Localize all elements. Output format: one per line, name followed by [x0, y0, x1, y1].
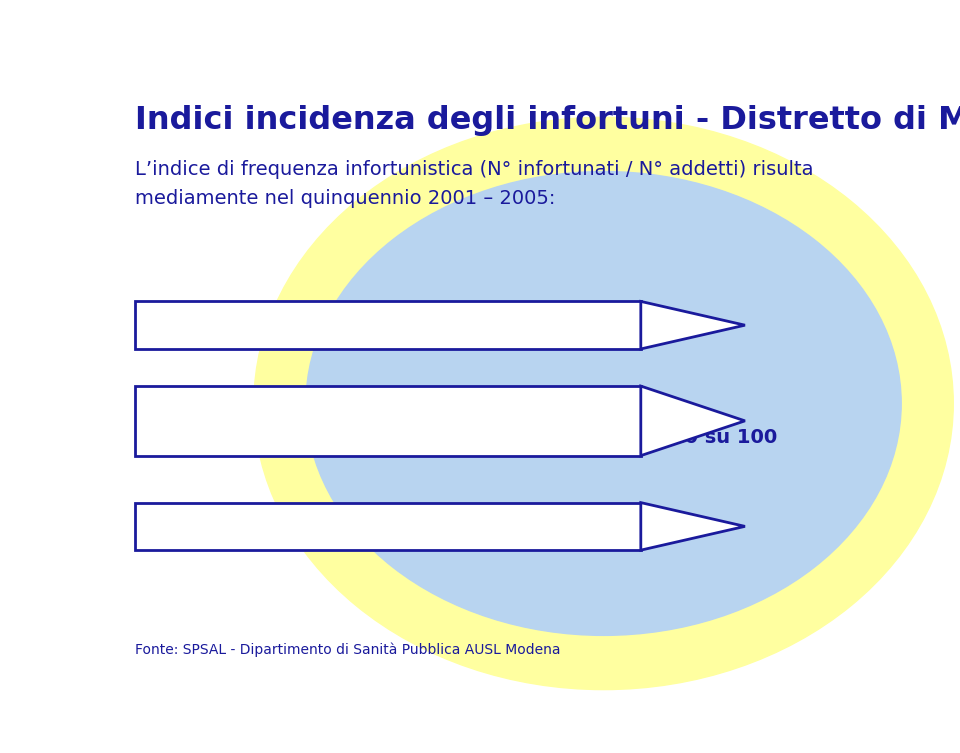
- Text: 5 su 100: 5 su 100: [522, 316, 614, 334]
- Text: Fonte: SPSAL - Dipartimento di Sanità Pubblica AUSL Modena: Fonte: SPSAL - Dipartimento di Sanità Pu…: [134, 643, 561, 657]
- Polygon shape: [134, 502, 641, 550]
- Text: mediamente nel quinquennio 2001 – 2005:: mediamente nel quinquennio 2001 – 2005:: [134, 189, 555, 208]
- Text: tutte le attività: tutte le attività: [188, 316, 358, 334]
- Text: 17 su 100: 17 su 100: [518, 517, 624, 536]
- Text: Indici incidenza degli infortuni - Distretto di Modena: Indici incidenza degli infortuni - Distr…: [134, 105, 960, 136]
- Polygon shape: [641, 386, 745, 456]
- Text: per: per: [150, 316, 188, 334]
- Text: settore dei trasporti: settore dei trasporti: [205, 517, 430, 536]
- Text: settori delle costruzioni, della: settori delle costruzioni, della: [324, 395, 654, 414]
- Text: di circa il: di circa il: [584, 428, 671, 446]
- Text: lavorative di circa: lavorative di circa: [358, 316, 522, 334]
- Ellipse shape: [253, 117, 953, 690]
- Text: L’indice di frequenza infortunistica (N° infortunati / N° addetti) risulta: L’indice di frequenza infortunistica (N°…: [134, 160, 813, 179]
- Text: per le attività dei: per le attività dei: [150, 395, 324, 415]
- Polygon shape: [134, 301, 641, 349]
- Text: per il: per il: [150, 517, 205, 536]
- Circle shape: [306, 172, 901, 636]
- Text: di circa il: di circa il: [430, 517, 518, 535]
- Polygon shape: [641, 502, 745, 550]
- Text: 10 su 100: 10 su 100: [671, 428, 778, 447]
- Polygon shape: [134, 386, 641, 456]
- Polygon shape: [641, 301, 745, 349]
- Text: metalmeccanica, del legno e alimentari: metalmeccanica, del legno e alimentari: [150, 428, 584, 447]
